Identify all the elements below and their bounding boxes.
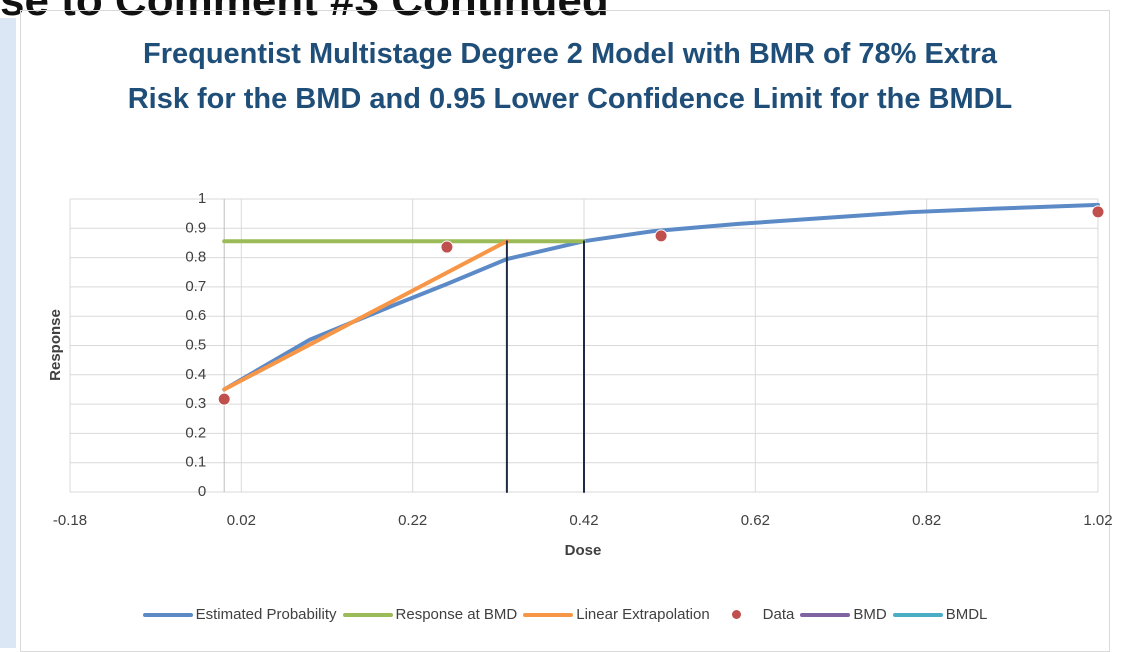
- data-point: [440, 240, 454, 254]
- legend-label: Response at BMD: [395, 606, 518, 623]
- legend-item: Data: [716, 606, 795, 623]
- x-tick-label: 0.62: [741, 512, 770, 529]
- x-axis-label: Dose: [565, 542, 602, 559]
- y-tick-label: 0.5: [185, 336, 206, 353]
- legend-label: BMD: [853, 606, 887, 623]
- x-tick-label: 0.22: [398, 512, 427, 529]
- legend-label: BMDL: [945, 606, 988, 623]
- series-line: [222, 239, 509, 392]
- legend-label: Data: [762, 606, 795, 623]
- y-axis-label: Response: [47, 309, 64, 381]
- slide-title: se to Comment #3 Continued: [0, 0, 609, 25]
- x-tick-label: 1.02: [1083, 512, 1112, 529]
- x-tick-label: 0.82: [912, 512, 941, 529]
- y-tick-label: 0.6: [185, 307, 206, 324]
- y-tick-label: 1: [198, 190, 206, 207]
- side-strip: [0, 18, 16, 648]
- legend: Estimated Probability Response at BMD Line…: [0, 606, 1130, 623]
- legend-item: BMD: [800, 606, 887, 623]
- y-tick-label: 0.3: [185, 395, 206, 412]
- y-tick-label: 0.7: [185, 278, 206, 295]
- legend-label: Estimated Probability: [195, 606, 337, 623]
- x-tick-label: 0.02: [227, 512, 256, 529]
- y-tick-label: 0.1: [185, 454, 206, 471]
- legend-swatch: [523, 612, 574, 617]
- legend-item: BMDL: [892, 606, 988, 623]
- chart-title: Frequentist Multistage Degree 2 Model wi…: [127, 38, 1013, 115]
- legend-swatch: [342, 612, 393, 617]
- legend-swatch: [142, 612, 193, 617]
- legend-swatch: [731, 610, 741, 619]
- y-tick-label: 0.4: [185, 366, 206, 383]
- data-point: [1091, 205, 1105, 219]
- data-point: [654, 229, 668, 243]
- series-line: [222, 202, 1100, 392]
- legend-swatch: [892, 612, 943, 617]
- legend-item: Linear Extrapolation: [523, 606, 710, 623]
- legend-label: Linear Extrapolation: [576, 606, 710, 623]
- y-tick-label: 0.9: [185, 219, 206, 236]
- legend-swatch: [800, 612, 851, 617]
- x-tick-label: -0.18: [53, 512, 87, 529]
- legend-item: Estimated Probability: [142, 606, 337, 623]
- x-tick-label: 0.42: [569, 512, 598, 529]
- legend-item: Response at BMD: [342, 606, 518, 623]
- y-tick-label: 0.2: [185, 424, 206, 441]
- y-tick-label: 0.8: [185, 249, 206, 266]
- data-point: [217, 392, 231, 406]
- y-tick-label: 0: [198, 483, 206, 500]
